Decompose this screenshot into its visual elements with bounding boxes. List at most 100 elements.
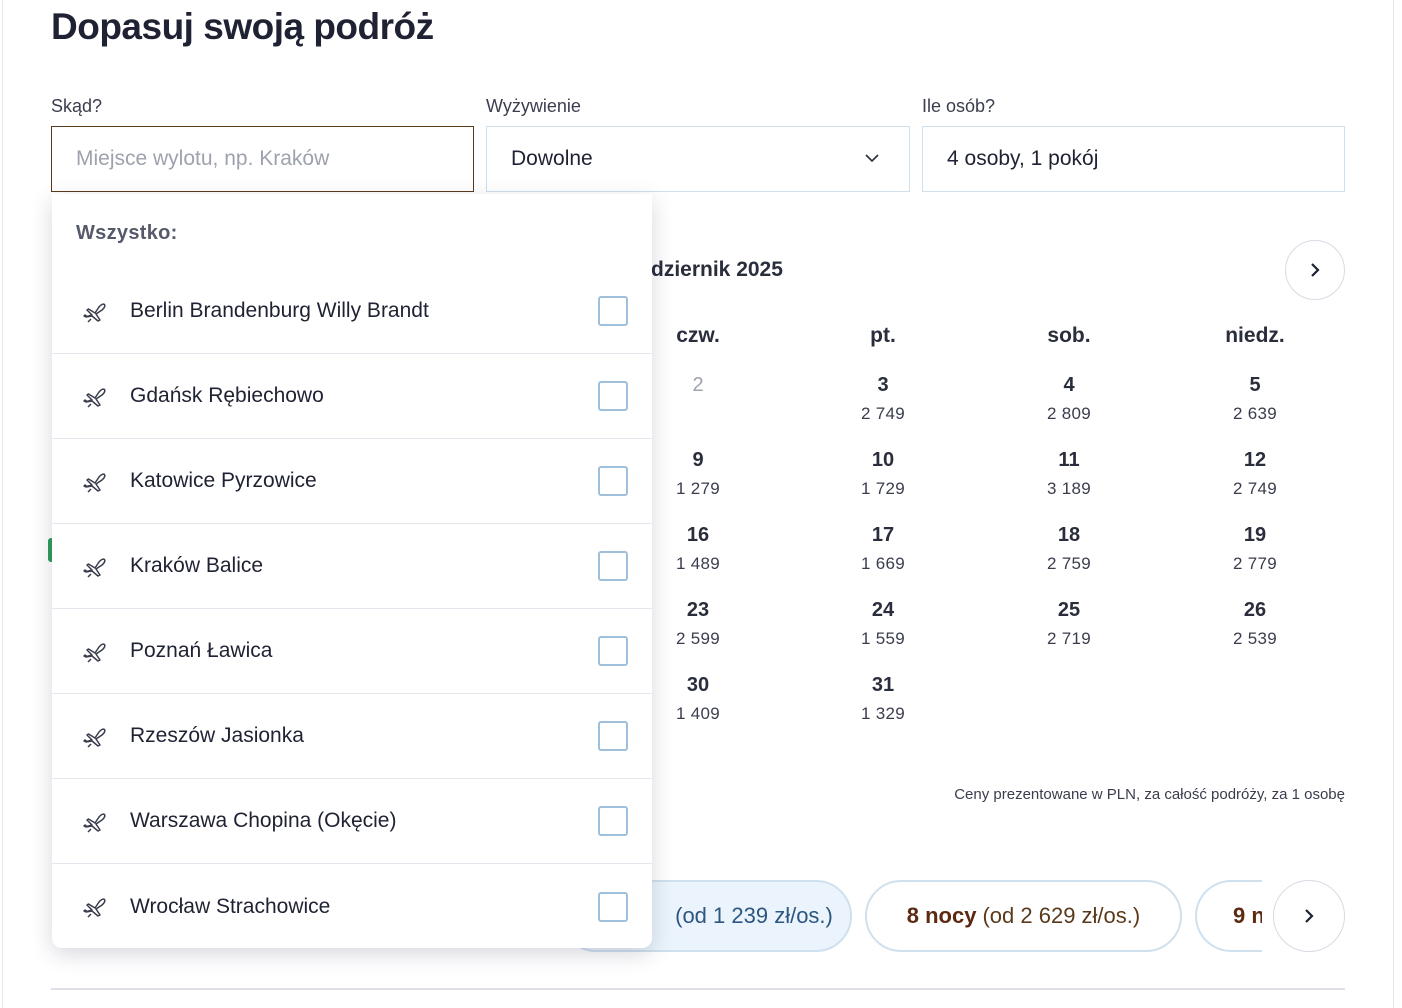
- airport-option[interactable]: Warszawa Chopina (Okęcie): [52, 779, 652, 864]
- plane-icon: [82, 639, 110, 667]
- airport-checkbox[interactable]: [598, 551, 628, 581]
- board-select[interactable]: Dowolne: [486, 126, 910, 192]
- airport-name: Berlin Brandenburg Willy Brandt: [130, 299, 429, 322]
- day-price: 2 809: [1046, 404, 1092, 423]
- airport-option[interactable]: Rzeszów Jasionka: [52, 694, 652, 779]
- airport-option[interactable]: Katowice Pyrzowice: [52, 439, 652, 524]
- day-price: 2 749: [860, 404, 906, 423]
- price-note: Ceny prezentowane w PLN, za całość podró…: [954, 786, 1345, 803]
- day-number: 19: [1243, 524, 1267, 546]
- airport-option[interactable]: Kraków Balice: [52, 524, 652, 609]
- airport-checkbox[interactable]: [598, 806, 628, 836]
- airport-option[interactable]: Poznań Ławica: [52, 609, 652, 694]
- day-number: 16: [686, 524, 710, 546]
- nights-option-label: 8 nocy: [906, 903, 977, 928]
- weekday-header: niedz.: [1225, 324, 1285, 347]
- day-price: 2 639: [1232, 404, 1278, 423]
- airport-name: Kraków Balice: [130, 554, 264, 577]
- plane-icon: [82, 299, 110, 327]
- nights-option-2[interactable]: 8 nocy (od 2 629 zł/os.): [865, 880, 1182, 952]
- day-number: 24: [871, 599, 895, 621]
- weekday-header: czw.: [676, 324, 720, 347]
- day-number: 31: [871, 674, 895, 696]
- day-number: 17: [871, 524, 895, 546]
- people-field[interactable]: 4 osoby, 1 pokój: [922, 126, 1345, 192]
- airport-name: Poznań Ławica: [130, 639, 273, 662]
- plane-icon: [82, 724, 110, 752]
- airport-dropdown: Wszystko: Berlin Brandenburg Willy Brand…: [52, 194, 652, 948]
- calendar-day[interactable]: 10 1 729: [823, 449, 943, 499]
- day-price: 1 489: [675, 554, 721, 573]
- from-field[interactable]: [51, 126, 474, 192]
- airport-option[interactable]: Gdańsk Rębiechowo: [52, 354, 652, 439]
- day-number: 25: [1057, 599, 1081, 621]
- from-label: Skąd?: [51, 96, 103, 116]
- airport-checkbox[interactable]: [598, 381, 628, 411]
- calendar-day[interactable]: 3 2 749: [823, 374, 943, 424]
- airport-name: Warszawa Chopina (Okęcie): [130, 809, 397, 832]
- day-number: 10: [871, 449, 895, 471]
- weekday-header: pt.: [870, 324, 896, 347]
- airport-checkbox[interactable]: [598, 891, 628, 922]
- day-number: 30: [686, 674, 710, 696]
- calendar-day[interactable]: 19 2 779: [1195, 524, 1315, 574]
- plane-icon: [82, 469, 110, 497]
- calendar-day[interactable]: 23 2 599: [638, 599, 758, 649]
- nights-option-price: (od 1 239 zł/os.): [675, 903, 833, 928]
- day-number: 4: [1063, 374, 1075, 396]
- calendar-day[interactable]: 18 2 759: [1009, 524, 1129, 574]
- day-number: 18: [1057, 524, 1081, 546]
- calendar-day[interactable]: 5 2 639: [1195, 374, 1315, 424]
- airport-option[interactable]: Berlin Brandenburg Willy Brandt: [52, 269, 652, 354]
- dropdown-header: Wszystko:: [76, 222, 178, 244]
- calendar-month: dziernik 2025: [651, 258, 783, 281]
- day-number: 12: [1243, 449, 1267, 471]
- plane-icon: [82, 384, 110, 412]
- calendar-day[interactable]: 25 2 719: [1009, 599, 1129, 649]
- chevron-right-icon: [1311, 263, 1320, 277]
- day-number: 11: [1058, 449, 1080, 471]
- nights-next-button[interactable]: [1273, 880, 1345, 952]
- airport-checkbox[interactable]: [598, 721, 628, 751]
- calendar-day[interactable]: 12 2 749: [1195, 449, 1315, 499]
- section-divider: [51, 988, 1345, 990]
- airport-name: Gdańsk Rębiechowo: [130, 384, 324, 407]
- people-label: Ile osób?: [922, 96, 996, 116]
- calendar-day[interactable]: 24 1 559: [823, 599, 943, 649]
- calendar-day[interactable]: 30 1 409: [638, 674, 758, 724]
- airport-checkbox[interactable]: [598, 466, 628, 496]
- calendar-day[interactable]: 17 1 669: [823, 524, 943, 574]
- calendar-day[interactable]: 26 2 539: [1195, 599, 1315, 649]
- day-price: 2 539: [1232, 629, 1278, 648]
- airport-option[interactable]: Wrocław Strachowice: [52, 864, 652, 948]
- calendar-day[interactable]: 31 1 329: [823, 674, 943, 724]
- day-price: 1 729: [860, 479, 906, 498]
- day-price: 3 189: [1046, 479, 1092, 498]
- calendar-day[interactable]: 4 2 809: [1009, 374, 1129, 424]
- airport-checkbox[interactable]: [598, 636, 628, 666]
- from-input[interactable]: [76, 147, 473, 171]
- nights-option-price: (od 2 629 zł/os.): [982, 903, 1141, 928]
- day-number: 23: [686, 599, 710, 621]
- calendar-day[interactable]: 9 1 279: [638, 449, 758, 499]
- nights-option-3[interactable]: 9 n: [1195, 880, 1262, 952]
- day-price: 1 409: [675, 704, 721, 723]
- day-price: 1 559: [860, 629, 906, 648]
- calendar-day[interactable]: 11 3 189: [1009, 449, 1129, 499]
- calendar-day[interactable]: 2: [638, 374, 758, 404]
- day-price: 1 279: [675, 479, 721, 498]
- calendar-next-button[interactable]: [1285, 240, 1345, 300]
- calendar-day[interactable]: 16 1 489: [638, 524, 758, 574]
- day-number: 26: [1243, 599, 1267, 621]
- day-number: 2: [692, 374, 704, 396]
- day-price: 2 759: [1046, 554, 1092, 573]
- day-price: 2 749: [1232, 479, 1278, 498]
- airport-checkbox[interactable]: [598, 296, 628, 326]
- selected-indicator: [48, 538, 54, 562]
- day-price: 2 719: [1046, 629, 1092, 648]
- airport-name: Katowice Pyrzowice: [130, 469, 317, 492]
- board-label: Wyżywienie: [486, 96, 581, 116]
- day-price: 2 599: [675, 629, 721, 648]
- airport-name: Rzeszów Jasionka: [130, 724, 304, 747]
